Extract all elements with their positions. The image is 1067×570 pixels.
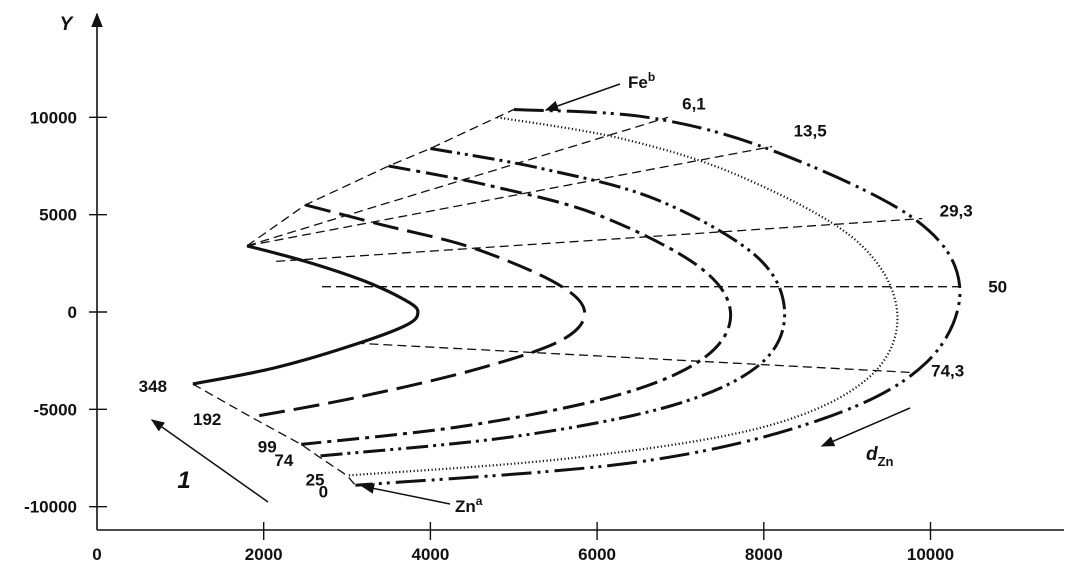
x-tick-label: 10000 — [907, 545, 954, 564]
series-curve-25 — [346, 116, 899, 477]
radial-line — [355, 342, 910, 374]
series-curves — [192, 108, 962, 487]
dzn-label: dZn — [866, 444, 894, 469]
x-tick-label: 8000 — [745, 545, 783, 564]
zn-arrow — [360, 483, 451, 505]
radial-line — [276, 217, 923, 263]
series-curve-99 — [301, 164, 733, 446]
y-tick-label: 5000 — [39, 206, 77, 225]
x-tick-label: 0 — [92, 545, 101, 564]
radial-label: 13,5 — [794, 122, 827, 141]
radial-label: 29,3 — [940, 202, 973, 221]
series-label-74: 74 — [274, 451, 293, 470]
radial-label: 74,3 — [931, 361, 964, 380]
series-curve-0 — [355, 108, 962, 487]
series-label-25: 25 — [306, 471, 325, 490]
arrow-one-label: 1 — [177, 467, 190, 494]
radial-label: 50 — [988, 278, 1007, 297]
series-curve-348 — [192, 244, 420, 386]
axes: 0 2000 4000 6000 8000 10000 10000 5000 0 -5000 -10… — [24, 12, 1064, 564]
zn-label: Zna — [455, 494, 483, 516]
series-label-99: 99 — [258, 437, 277, 456]
bottom-outline — [192, 383, 356, 486]
y-tick-label: -10000 — [24, 498, 77, 517]
radial-line — [246, 116, 669, 247]
dzn-arrow — [820, 407, 911, 447]
series-curve-192 — [250, 203, 587, 419]
series-label-0: 0 — [319, 482, 328, 501]
x-tick-label: 4000 — [411, 545, 449, 564]
y-tick-label: 10000 — [30, 108, 77, 127]
top-outline — [246, 108, 515, 247]
series-label-348: 348 — [139, 377, 167, 396]
x-tick-label: 6000 — [578, 545, 616, 564]
fe-arrow — [544, 83, 621, 112]
series-curve-74 — [317, 147, 787, 458]
y-tick-label: 0 — [68, 303, 77, 322]
x-tick-label: 2000 — [245, 545, 283, 564]
y-tick-label: -5000 — [34, 400, 77, 419]
radial-line — [246, 145, 773, 247]
radial-lines — [192, 108, 960, 486]
series-label-192: 192 — [193, 410, 221, 429]
fe-label: Feb — [628, 70, 655, 92]
radial-label: 6,1 — [682, 94, 706, 113]
y-axis-title: Y — [60, 14, 75, 35]
arrow-one — [150, 419, 269, 503]
